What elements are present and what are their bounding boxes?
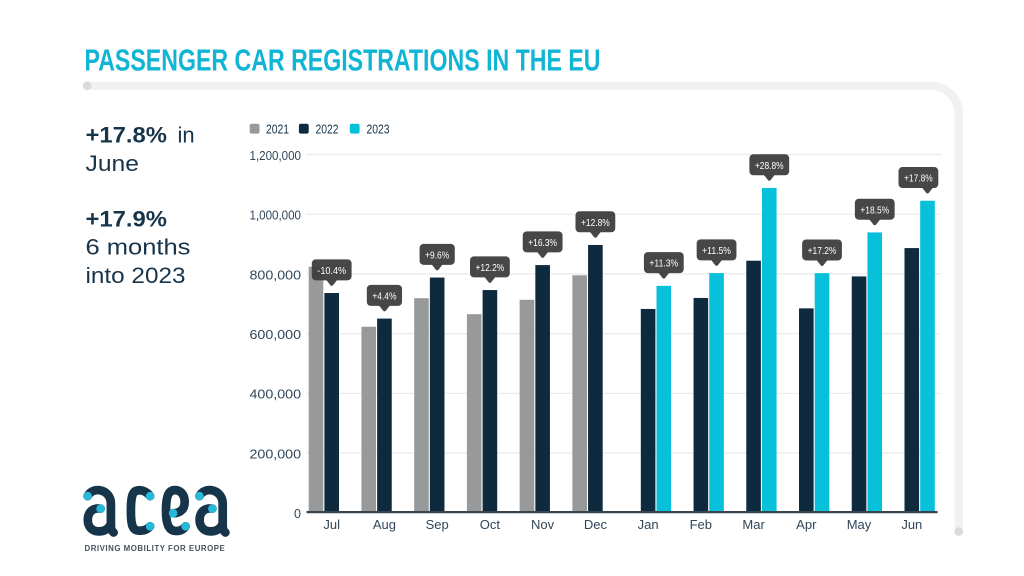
svg-text:+17.8%: +17.8% [904,174,933,185]
svg-text:200,000: 200,000 [250,447,302,461]
svg-text:in: in [178,122,195,147]
svg-text:DRIVING MOBILITY FOR EUROPE: DRIVING MOBILITY FOR EUROPE [85,544,226,553]
svg-text:Jul: Jul [323,517,340,532]
svg-text:1,200,000: 1,200,000 [250,149,302,163]
svg-text:Apr: Apr [796,517,817,532]
svg-text:Oct: Oct [480,517,501,532]
svg-text:+18.5%: +18.5% [860,205,889,216]
svg-text:Mar: Mar [742,517,765,532]
svg-text:Feb: Feb [690,517,712,532]
svg-text:May: May [847,517,872,532]
svg-text:into 2023: into 2023 [86,263,186,288]
svg-text:400,000: 400,000 [250,388,302,402]
svg-text:+17.9%: +17.9% [86,207,167,232]
svg-text:+4.4%: +4.4% [372,291,396,302]
svg-text:2022: 2022 [316,122,339,137]
svg-text:Jun: Jun [901,517,922,532]
svg-text:Aug: Aug [373,517,396,532]
svg-text:600,000: 600,000 [250,328,302,342]
svg-text:+17.2%: +17.2% [808,246,837,257]
svg-text:+17.8%: +17.8% [86,122,167,147]
svg-text:2023: 2023 [367,122,390,137]
svg-text:+9.6%: +9.6% [425,250,449,261]
svg-text:6 months: 6 months [86,235,191,260]
svg-text:+11.3%: +11.3% [649,259,678,270]
svg-text:Nov: Nov [531,517,555,532]
svg-text:Sep: Sep [426,517,449,532]
svg-text:Dec: Dec [584,517,608,532]
svg-text:+16.3%: +16.3% [528,238,557,249]
svg-text:0: 0 [294,507,301,521]
svg-text:1,000,000: 1,000,000 [250,209,302,223]
svg-text:+11.5%: +11.5% [702,246,731,257]
svg-text:June: June [86,151,139,175]
svg-text:800,000: 800,000 [250,268,302,282]
svg-text:Jan: Jan [638,517,659,532]
svg-text:PASSENGER CAR REGISTRATIONS IN: PASSENGER CAR REGISTRATIONS IN THE EU [85,44,601,78]
svg-text:+28.8%: +28.8% [755,161,784,172]
svg-text:-10.4%: -10.4% [317,266,346,277]
svg-text:+12.8%: +12.8% [581,218,610,229]
svg-text:+12.2%: +12.2% [476,263,505,274]
svg-text:2021: 2021 [266,122,289,137]
